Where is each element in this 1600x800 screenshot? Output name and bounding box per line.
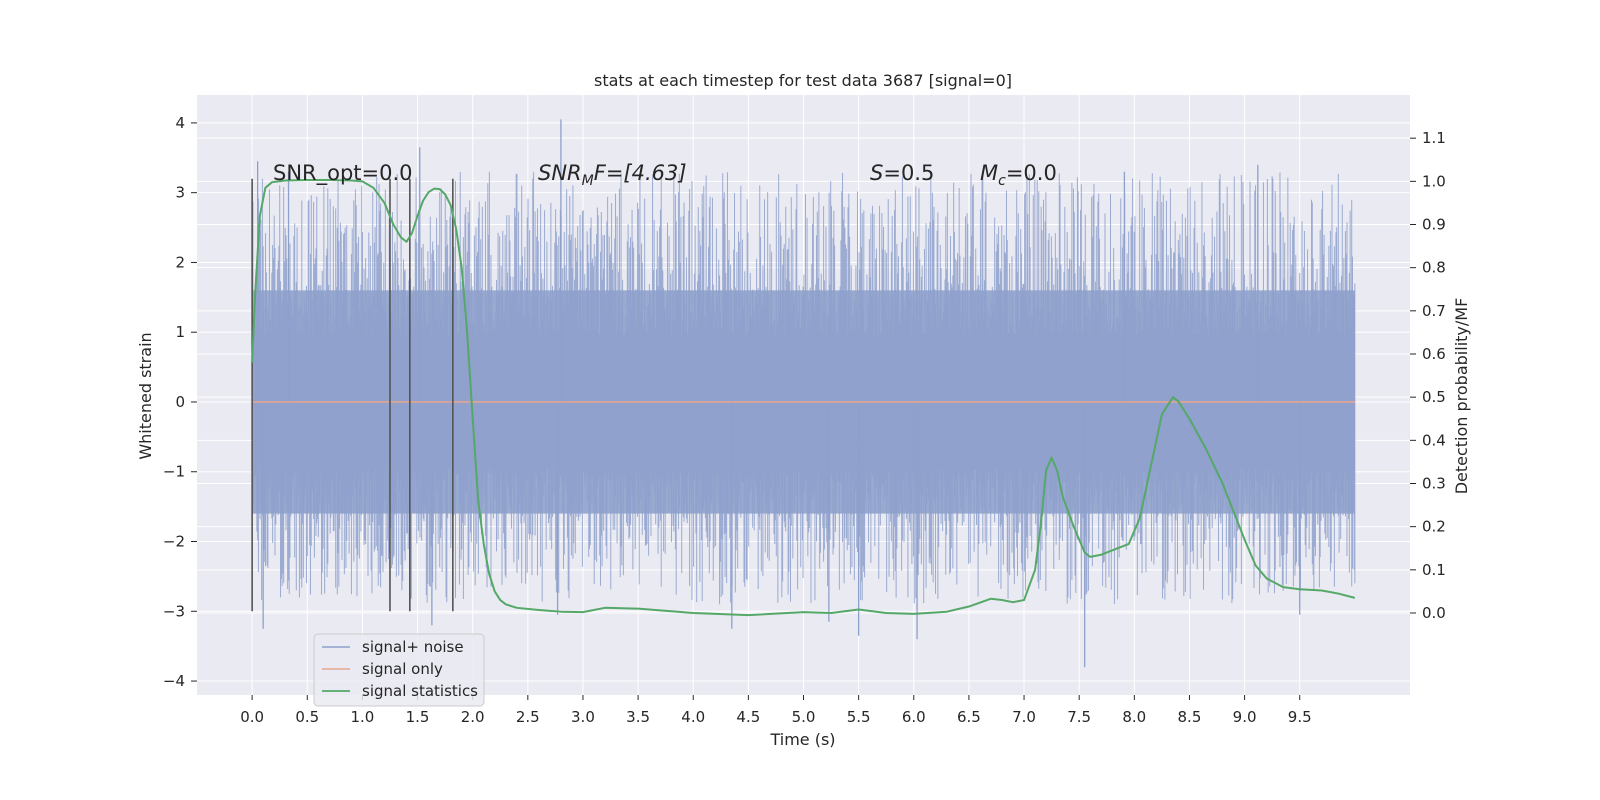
y-tick-label-left: −1 [163, 463, 185, 481]
y-tick-label-right: 0.1 [1422, 561, 1446, 579]
y-tick-label-right: 1.0 [1422, 172, 1446, 190]
x-tick-label: 4.0 [681, 708, 705, 726]
x-tick-label: 0.5 [295, 708, 319, 726]
x-tick-label: 2.5 [516, 708, 540, 726]
y-tick-label-left: −4 [163, 672, 185, 690]
legend-label-signal-only: signal only [362, 660, 443, 678]
y-tick-label-right: 0.6 [1422, 345, 1446, 363]
x-tick-label: 1.5 [406, 708, 430, 726]
y-axis-label-right: Detection probability/MF [1452, 298, 1471, 495]
annotation-snr-mf: SNRMF=[4.63] [538, 161, 687, 189]
y-tick-label-right: 0.9 [1422, 215, 1446, 233]
x-tick-label: 3.5 [626, 708, 650, 726]
marker-lines [251, 178, 454, 612]
y-tick-label-left: 4 [175, 114, 185, 132]
x-axis-label: Time (s) [769, 730, 835, 749]
x-tick-label: 2.0 [461, 708, 485, 726]
x-tick-label: 0.0 [240, 708, 264, 726]
legend-box [313, 633, 485, 707]
y-tick-label-right: 0.3 [1422, 474, 1446, 492]
x-tick-label: 9.5 [1288, 708, 1312, 726]
signal-statistics-line [251, 179, 1356, 617]
x-tick-label: 1.0 [350, 708, 374, 726]
y-tick-label-right: 0.2 [1422, 518, 1446, 536]
y-axis-label-left: Whitened strain [136, 332, 155, 459]
axis-ticks: 0.0 0.5 1.0 1.5 2.0 2.5 3.0 3.5 4.0 4.5 5.0 5.5 6.0 6… [163, 114, 1446, 726]
x-tick-label: 9.0 [1233, 708, 1257, 726]
y-tick-label-right: 0.8 [1422, 259, 1446, 277]
legend-label-signal-statistics: signal statistics [362, 682, 478, 700]
x-tick-label: 7.0 [1012, 708, 1036, 726]
y-tick-label-right: 1.1 [1422, 129, 1446, 147]
y-tick-label-right: 0.7 [1422, 302, 1446, 320]
x-tick-label: 4.5 [736, 708, 760, 726]
x-tick-label: 8.0 [1122, 708, 1146, 726]
y-tick-label-left: 0 [175, 393, 185, 411]
series-signal-statistics [251, 179, 1356, 617]
y-tick-label-left: −2 [163, 533, 185, 551]
annotations: SNR_opt=0.0 SNRMF=[4.63] S=0.5 Mc=0.0 [273, 161, 1057, 189]
y-tick-label-right: 0.4 [1422, 431, 1446, 449]
annotation-mc: Mc=0.0 [980, 161, 1057, 189]
x-tick-label: 8.5 [1178, 708, 1202, 726]
x-tick-label: 6.0 [902, 708, 926, 726]
y-tick-label-left: −3 [163, 602, 185, 620]
legend-label-signal-noise: signal+ noise [362, 638, 464, 656]
y-tick-label-left: 2 [175, 253, 185, 271]
x-tick-label: 3.0 [571, 708, 595, 726]
y-tick-label-right: 0.5 [1422, 388, 1446, 406]
x-tick-label: 5.0 [792, 708, 816, 726]
y-tick-label-left: 3 [175, 184, 185, 202]
x-tick-label: 7.5 [1067, 708, 1091, 726]
x-tick-label: 6.5 [957, 708, 981, 726]
chart-title: stats at each timestep for test data 368… [594, 71, 1012, 90]
x-tick-label: 5.5 [847, 708, 871, 726]
y-tick-label-left: 1 [175, 323, 185, 341]
y-tick-label-right: 0.0 [1422, 604, 1446, 622]
annotation-s: S=0.5 [870, 161, 934, 185]
legend: signal+ noise signal only signal statist… [313, 633, 485, 707]
annotation-snr-opt: SNR_opt=0.0 [273, 161, 413, 186]
